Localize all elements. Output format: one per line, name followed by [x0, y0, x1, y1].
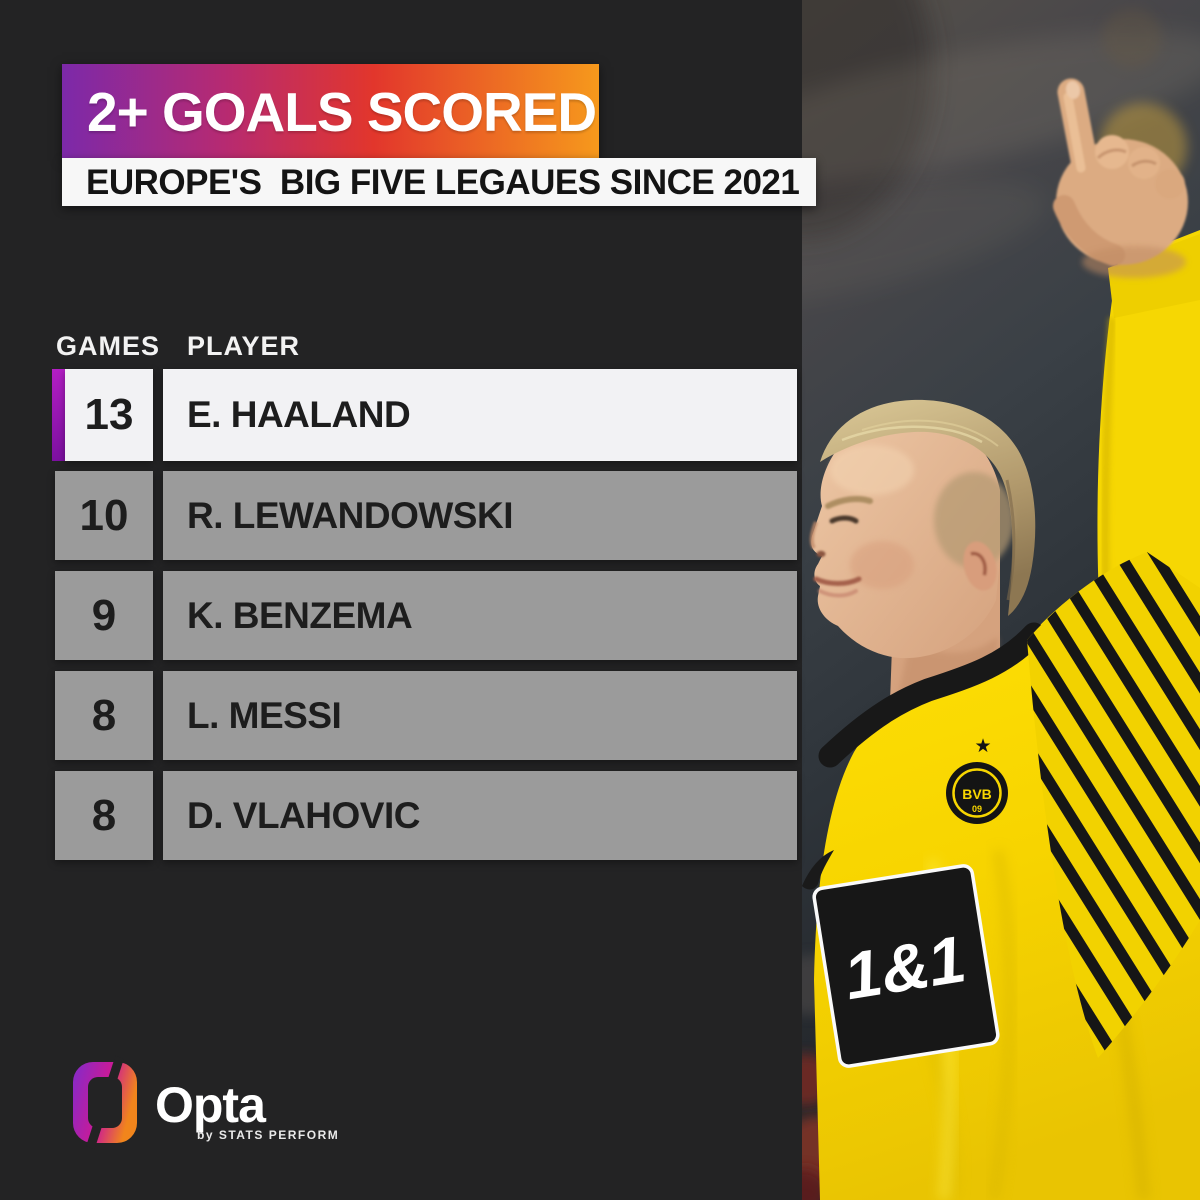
puma-logo	[802, 850, 834, 890]
games-cell: 13	[65, 369, 153, 461]
highlight-accent-bar	[52, 369, 65, 461]
jersey: ★ BVB 09 1&1	[802, 552, 1200, 1200]
games-cell: 8	[55, 771, 153, 860]
eyebrow	[825, 495, 873, 509]
opta-logo-icon	[73, 1055, 137, 1150]
table-row-vlahovic: 8 D. VLAHOVIC	[0, 771, 1200, 860]
sponsor-box: 1&1	[812, 864, 1000, 1068]
player-cell: E. HAALAND	[163, 369, 797, 461]
games-value: 10	[79, 490, 129, 540]
table-row-haaland: 13 E. HAALAND	[0, 369, 1200, 461]
nostril	[816, 550, 826, 558]
games-value: 13	[84, 390, 134, 439]
player-cell: D. VLAHOVIC	[163, 771, 797, 860]
svg-text:BVB: BVB	[962, 786, 992, 802]
player-cell: K. BENZEMA	[163, 571, 797, 660]
table-row-lewandowski: 10 R. LEWANDOWSKI	[0, 471, 1200, 560]
games-cell: 8	[55, 671, 153, 760]
page-title: 2+ GOALS SCORED	[87, 81, 597, 143]
games-cell: 9	[55, 571, 153, 660]
player-name: L. MESSI	[187, 694, 342, 736]
opta-tagline: by STATS PERFORM	[197, 1128, 340, 1142]
collar	[818, 622, 1046, 768]
shoulder-stripes	[1027, 552, 1200, 1058]
bvb-badge: ★ BVB 09	[946, 736, 1008, 824]
column-header-games: GAMES	[56, 331, 161, 361]
table-row-benzema: 9 K. BENZEMA	[0, 571, 1200, 660]
table-row-messi: 8 L. MESSI	[0, 671, 1200, 760]
subtitle-bar: EUROPE'S BIG FIVE LEGAUES SINCE 2021	[62, 158, 816, 206]
eye	[829, 515, 859, 524]
ear	[963, 541, 997, 591]
page-subtitle: EUROPE'S BIG FIVE LEGAUES SINCE 2021	[86, 163, 800, 202]
hair	[820, 399, 1036, 616]
player-name: D. VLAHOVIC	[187, 794, 420, 836]
games-cell: 10	[55, 471, 153, 560]
games-value: 9	[91, 590, 117, 640]
opta-logo-hole	[88, 1077, 122, 1128]
title-banner: 2+ GOALS SCORED	[62, 64, 599, 158]
player-cell: L. MESSI	[163, 671, 797, 760]
player-cell: R. LEWANDOWSKI	[163, 471, 797, 560]
pointing-hand	[1053, 78, 1188, 278]
player-name: K. BENZEMA	[187, 594, 413, 636]
player-name: E. HAALAND	[187, 394, 411, 435]
opta-wordmark: Opta	[155, 1077, 266, 1133]
mouth	[813, 576, 862, 586]
badge-star-icon: ★	[974, 736, 991, 757]
svg-text:09: 09	[972, 804, 982, 814]
column-header-player: PLAYER	[187, 331, 301, 361]
haaland-photo: ★ BVB 09 1&1	[802, 0, 1200, 1200]
player-name: R. LEWANDOWSKI	[187, 494, 513, 536]
games-value: 8	[91, 790, 117, 840]
games-value: 8	[91, 690, 117, 740]
